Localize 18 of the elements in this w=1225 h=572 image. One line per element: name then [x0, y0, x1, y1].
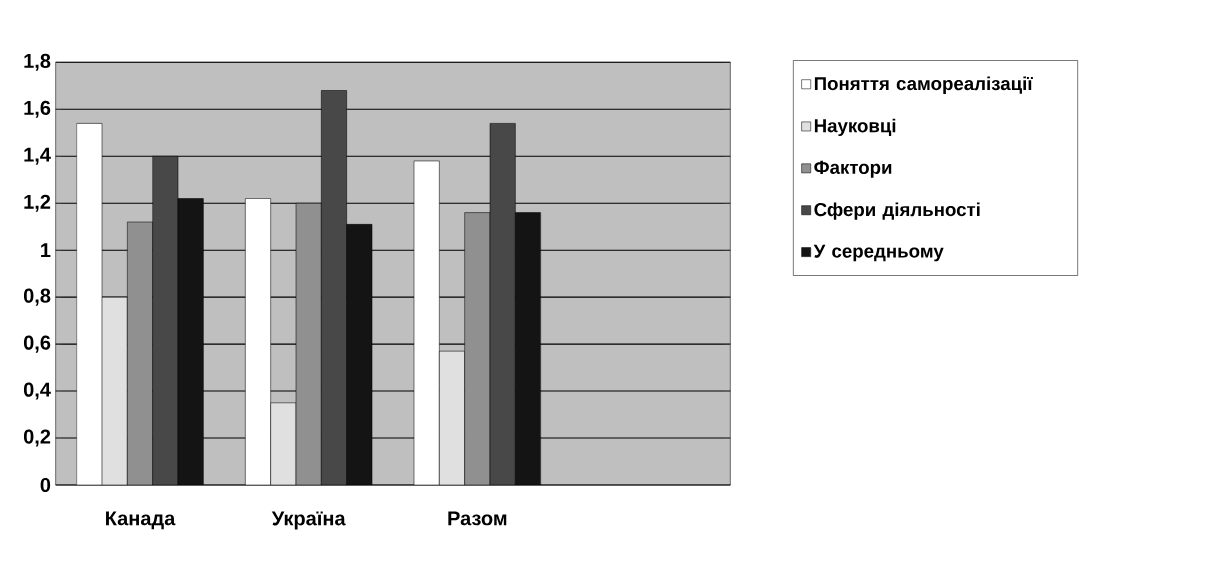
y-tick-label: 1,4 [24, 147, 51, 165]
y-tick-label: 0,4 [23, 382, 51, 400]
y-tick-label: 0,2 [23, 429, 51, 447]
legend-label: Сфери діяльності [814, 202, 980, 220]
legend-label: Науковці [814, 118, 896, 137]
x-tick-label: Україна [271, 511, 346, 530]
y-tick-label: 0,6 [23, 335, 51, 353]
y-tick-label: 1 [41, 243, 51, 258]
y-tick-label: 1,2 [24, 194, 51, 212]
x-tick-label: Разом [448, 511, 507, 526]
y-tick-label: 1,6 [24, 100, 51, 118]
x-tick-label: Канада [106, 511, 176, 530]
y-tick-label: 0,8 [23, 288, 51, 306]
y-tick-label: 0 [40, 477, 51, 493]
legend-label: Фактори [814, 160, 892, 178]
legend-label: У середньому [813, 244, 944, 262]
y-tick-label: 1,8 [24, 53, 51, 71]
legend-label: Поняття самореалізації [814, 76, 1033, 94]
